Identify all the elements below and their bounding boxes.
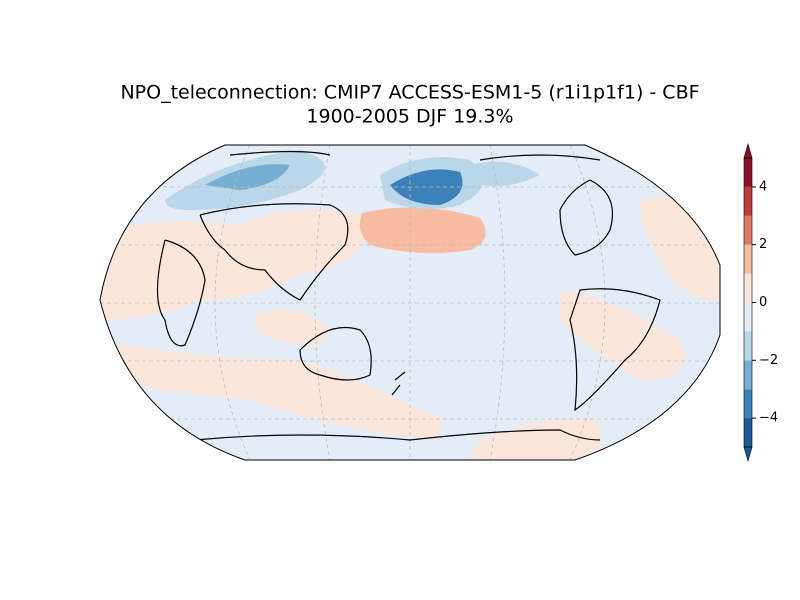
negative-core [205,164,290,190]
colorbar-band [744,273,752,303]
positive-region [255,310,330,345]
colorbar-band [744,331,752,361]
positive-region [100,209,364,320]
colorbar-band [744,418,752,447]
colorbar-tick-label: −2 [759,353,778,368]
positive-core [359,207,486,254]
colorbar-band [744,302,752,332]
colorbar: −4 −2 0 2 4 [743,142,778,463]
colorbar-band [744,389,752,419]
graticule [100,145,720,460]
positive-region [100,340,443,440]
colorbar-tick-label: −4 [759,411,778,426]
colorbar-tick-label: 0 [759,295,767,310]
colorbar-band [744,244,752,274]
colorbar-band [744,186,752,216]
colorbar-extend-min [743,446,753,463]
map-frame [99,144,721,461]
subtitle: 1900-2005 DJF 19.3% [306,106,513,128]
negative-core [390,169,463,205]
colorbar-tick-label: 4 [759,179,767,194]
positive-region [470,419,600,460]
negative-region [470,161,540,187]
positive-region [560,290,685,380]
title: NPO_teleconnection: CMIP7 ACCESS-ESM1-5 … [120,82,699,104]
colorbar-tick-label: 2 [759,237,767,252]
colorbar-band [744,360,752,390]
colorbar-extend-max [743,142,753,159]
map [100,145,720,460]
colorbar-band [744,158,752,187]
coastlines [156,150,661,441]
colorbar-band [744,215,752,245]
